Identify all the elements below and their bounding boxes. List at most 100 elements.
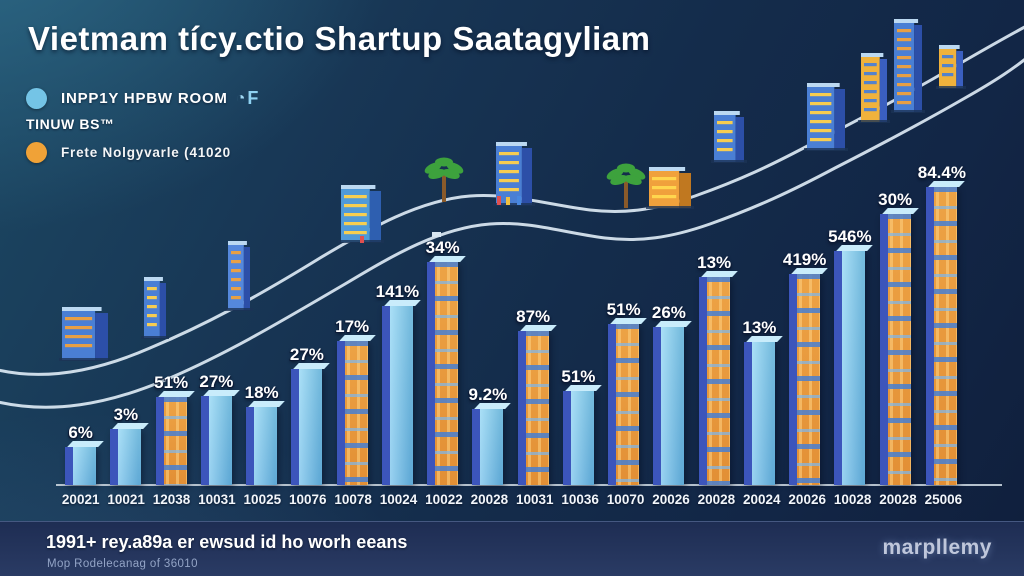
bar-value-label: 87% bbox=[516, 307, 551, 326]
x-axis-line bbox=[56, 484, 1002, 486]
bar-group: 18% bbox=[239, 383, 284, 485]
bar-group: 51% bbox=[601, 300, 646, 485]
bar-value-label: 84.4% bbox=[917, 163, 966, 182]
footer-subcaption: Mop Rodelecanag of 36010 bbox=[47, 558, 198, 570]
bar-chart: 6% 3% 51% 27% 18% 27% 17% 141% 34% 9.2% 87% 51% 51% 2… bbox=[58, 163, 966, 485]
x-axis-label: 10036 bbox=[561, 492, 599, 507]
footer-caption: 1991+ rey.a89a er ewsud id ho worh eeans bbox=[46, 532, 408, 552]
bar-group: 141% bbox=[375, 282, 420, 485]
bar-value-label: 51% bbox=[154, 373, 189, 392]
legend-subtitle: TINUW BS™ bbox=[26, 116, 115, 132]
bar-group: 34% bbox=[420, 238, 465, 485]
orange-dot-icon bbox=[26, 142, 47, 163]
bar bbox=[743, 342, 775, 485]
road-line-icon bbox=[0, 25, 1024, 409]
x-axis-label: 20026 bbox=[652, 492, 690, 507]
bar-value-label: 18% bbox=[244, 383, 279, 402]
footer-band: 1991+ rey.a89a er ewsud id ho worh eeans… bbox=[0, 521, 1024, 576]
x-axis-label: 10076 bbox=[288, 492, 327, 507]
legend: INPP1Y HPBW ROOM ◔ F TINUW BS™ Frete Nol… bbox=[26, 88, 258, 172]
page-title: Vietmam tícy.ctio Shartup Saatagyliam bbox=[28, 20, 651, 57]
x-axis-label: 10031 bbox=[198, 492, 236, 507]
bar-value-label: 419% bbox=[782, 250, 827, 269]
bar-group: 84.4% bbox=[918, 163, 966, 485]
building-icon bbox=[936, 45, 966, 89]
bar-group: 9.2% bbox=[465, 385, 510, 485]
bar bbox=[653, 327, 685, 485]
legend-item-suffix: F bbox=[247, 88, 259, 108]
x-axis-label: 10031 bbox=[515, 492, 554, 507]
bar bbox=[608, 324, 640, 485]
x-axis-label: 20024 bbox=[743, 492, 781, 507]
bar bbox=[834, 251, 866, 485]
building-icon bbox=[711, 111, 747, 163]
bar-group: 3% bbox=[103, 405, 148, 485]
street-figure-icons bbox=[360, 196, 521, 243]
bar-value-label: 6% bbox=[68, 423, 93, 442]
bar bbox=[291, 369, 323, 485]
x-axis-label: 12038 bbox=[152, 492, 191, 507]
bar bbox=[155, 397, 187, 485]
bar-group: 13% bbox=[737, 318, 782, 485]
bar bbox=[200, 396, 232, 485]
legend-item-label: Frete Nolgyvarle (41020 bbox=[61, 145, 231, 160]
x-axis-label: 25006 bbox=[924, 492, 963, 507]
x-axis-label: 10025 bbox=[243, 492, 282, 507]
bar-value-label: 9.2% bbox=[468, 385, 508, 404]
x-axis-label: 20021 bbox=[61, 492, 100, 507]
building-icon bbox=[493, 142, 535, 206]
bar bbox=[789, 274, 821, 485]
bar bbox=[110, 429, 142, 485]
x-axis-label: 10021 bbox=[107, 492, 145, 507]
x-axis-label: 10022 bbox=[425, 492, 463, 507]
legend-item-blue: INPP1Y HPBW ROOM ◔ F bbox=[26, 88, 258, 109]
bar bbox=[517, 331, 549, 485]
gear-badge-icon: ◔ bbox=[235, 89, 246, 107]
bar-value-label: 34% bbox=[425, 238, 460, 257]
bar-value-label: 3% bbox=[113, 405, 139, 424]
watermark-logo: marpllemy bbox=[882, 536, 992, 559]
building-icon bbox=[141, 277, 169, 339]
legend-item-label: INPP1Y HPBW ROOM bbox=[61, 90, 228, 107]
bar bbox=[472, 409, 504, 485]
bar-value-label: 26% bbox=[651, 303, 686, 322]
bar-group: 17% bbox=[330, 317, 375, 485]
bar-group: 546% bbox=[827, 227, 872, 485]
bar bbox=[65, 447, 97, 485]
bar-value-label: 27% bbox=[289, 345, 324, 364]
bar-value-label: 546% bbox=[828, 227, 872, 246]
building-icon bbox=[804, 83, 848, 151]
building-icon bbox=[646, 167, 694, 209]
bar-group: 51% bbox=[556, 367, 601, 485]
palm-tree-icons bbox=[424, 157, 646, 208]
x-axis-label: 10078 bbox=[334, 492, 372, 507]
bar-value-label: 30% bbox=[878, 190, 913, 209]
palm-tree-icon bbox=[606, 163, 646, 208]
bar-value-label: 13% bbox=[742, 318, 777, 337]
legend-item-orange: Frete Nolgyvarle (41020 bbox=[26, 142, 258, 163]
bar-group: 87% bbox=[511, 307, 556, 485]
bar-value-label: 13% bbox=[697, 253, 732, 272]
building-icon bbox=[225, 241, 253, 311]
bar-group: 6% bbox=[58, 423, 103, 485]
building-icon bbox=[59, 307, 111, 361]
x-axis-label: 20028 bbox=[879, 492, 917, 507]
building-icon bbox=[858, 53, 890, 123]
x-axis-labels: 20021 10021 12038 10031 10025 10076 10078 10024… bbox=[58, 492, 966, 507]
bar-group: 27% bbox=[284, 345, 329, 485]
bar-value-label: 51% bbox=[606, 300, 641, 319]
x-axis-label: 20026 bbox=[788, 492, 826, 507]
bar-group: 30% bbox=[873, 190, 918, 485]
palm-tree-icon bbox=[424, 157, 464, 202]
bar-value-label: 51% bbox=[561, 367, 596, 386]
x-axis-label: 10028 bbox=[833, 492, 872, 507]
bar bbox=[381, 306, 413, 485]
bar-value-label: 27% bbox=[199, 372, 234, 391]
bar bbox=[427, 262, 459, 485]
bar bbox=[926, 187, 958, 485]
bar-value-label: 17% bbox=[335, 317, 370, 336]
bar bbox=[879, 214, 911, 485]
bar bbox=[562, 391, 594, 485]
